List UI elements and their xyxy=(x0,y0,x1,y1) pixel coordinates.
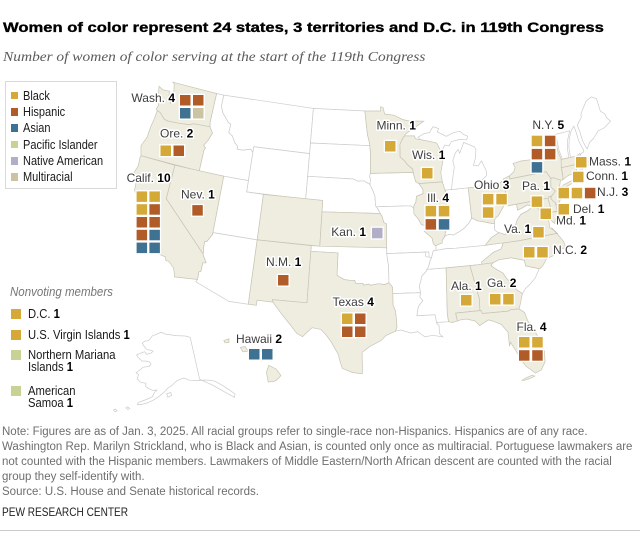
svg-text:Va. 1: Va. 1 xyxy=(504,222,531,236)
svg-text:Nev. 1: Nev. 1 xyxy=(181,188,215,202)
svg-text:Del. 1: Del. 1 xyxy=(573,202,605,216)
svg-text:Fla. 4: Fla. 4 xyxy=(517,320,547,334)
svg-text:N.M. 1: N.M. 1 xyxy=(266,255,302,269)
svg-text:Ill. 4: Ill. 4 xyxy=(427,191,449,205)
svg-text:N.Y. 5: N.Y. 5 xyxy=(532,118,564,132)
svg-text:Minn. 1: Minn. 1 xyxy=(377,119,417,133)
svg-text:Ga. 2: Ga. 2 xyxy=(487,276,517,290)
svg-text:N.C. 2: N.C. 2 xyxy=(553,243,587,257)
svg-text:Wash. 4: Wash. 4 xyxy=(131,91,175,105)
svg-text:Pa. 1: Pa. 1 xyxy=(522,179,550,193)
svg-text:Ore. 2: Ore. 2 xyxy=(160,127,194,141)
svg-text:Ala. 1: Ala. 1 xyxy=(451,279,482,293)
svg-text:Md. 1: Md. 1 xyxy=(556,213,586,227)
svg-text:Kan. 1: Kan. 1 xyxy=(331,225,366,239)
svg-text:Calif. 10: Calif. 10 xyxy=(127,171,171,185)
svg-text:Conn. 1: Conn. 1 xyxy=(586,169,628,183)
svg-text:N.J. 3: N.J. 3 xyxy=(597,185,629,199)
svg-text:Hawaii 2: Hawaii 2 xyxy=(236,332,282,346)
svg-text:Texas 4: Texas 4 xyxy=(333,295,375,309)
svg-text:Mass. 1: Mass. 1 xyxy=(589,155,631,169)
svg-text:Ohio 3: Ohio 3 xyxy=(474,178,510,192)
svg-text:Wis. 1: Wis. 1 xyxy=(412,148,446,162)
